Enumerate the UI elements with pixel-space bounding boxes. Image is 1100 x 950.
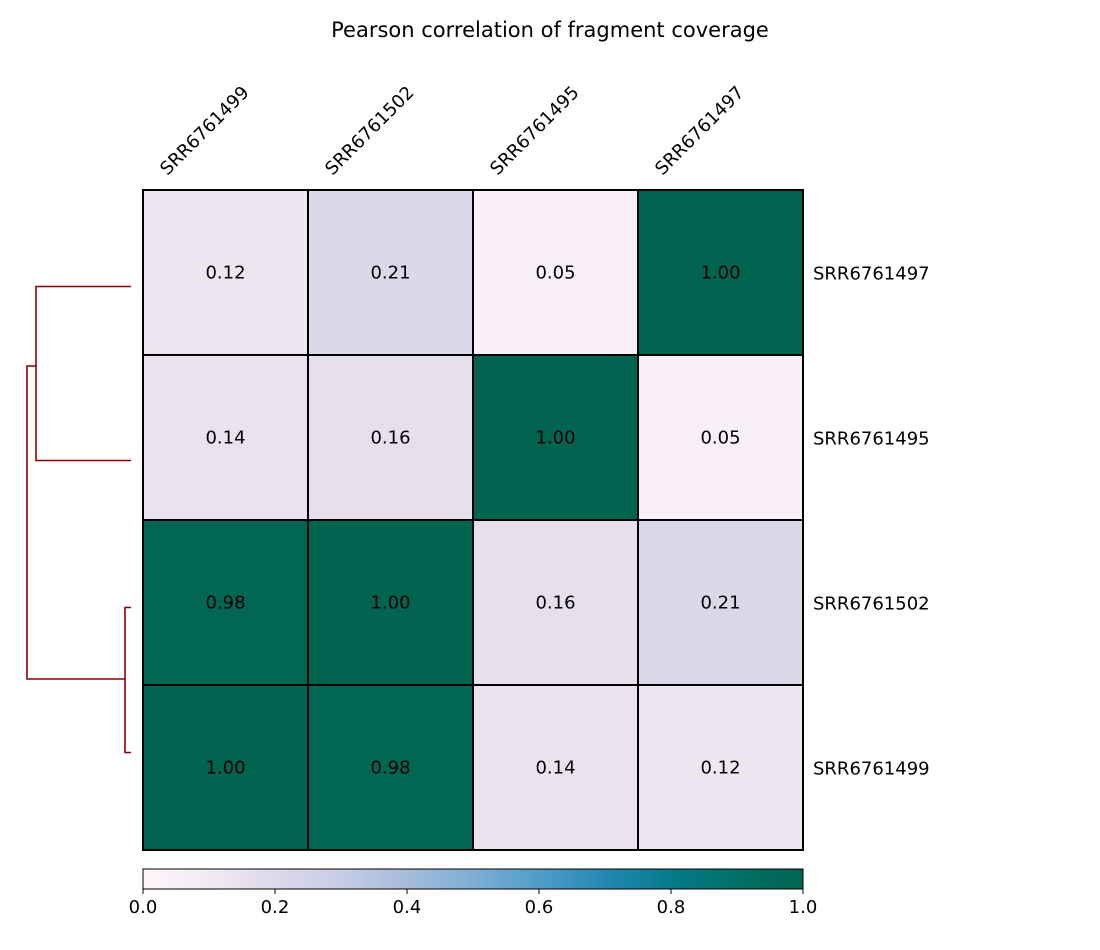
cell-value-label: 1.00	[370, 593, 410, 614]
column-labels: SRR6761499 SRR6761502 SRR6761495 SRR6761497	[156, 82, 748, 179]
row-labels: SRR6761497 SRR6761495 SRR6761502 SRR6761499	[813, 264, 930, 780]
heatmap-cell	[307, 354, 474, 521]
cell-value-label: 1.00	[535, 428, 575, 449]
heatmap-value-labels: 0.12 0.21 0.05 1.00 0.14 0.16 1.00 0.05 0.98 1.00…	[205, 263, 740, 779]
row-label: SRR6761499	[813, 759, 930, 780]
colorbar-tick-label: 0.0	[129, 897, 158, 918]
dendrogram-branch-top	[35, 285, 131, 462]
dendrogram-root	[26, 365, 125, 680]
cell-value-label: 0.05	[535, 263, 575, 284]
heatmap-cell	[307, 189, 474, 356]
colorbar-tick-label: 1.0	[789, 897, 818, 918]
heatmap-cell	[637, 519, 804, 686]
cell-value-label: 0.05	[700, 428, 740, 449]
heatmap-cell	[307, 684, 474, 851]
heatmap-cell	[637, 354, 804, 521]
cell-value-label: 0.21	[370, 263, 410, 284]
cell-value-label: 0.16	[535, 593, 575, 614]
heatmap-cell	[637, 189, 804, 356]
colorbar: 0.0 0.2 0.4 0.6 0.8 1.0	[129, 868, 818, 918]
cell-value-label: 1.00	[700, 263, 740, 284]
colorbar-tick-label: 0.6	[525, 897, 554, 918]
colorbar-tick-label: 0.8	[657, 897, 686, 918]
colorbar-tick-label: 0.2	[261, 897, 290, 918]
row-label: SRR6761502	[813, 594, 930, 615]
dendrogram-branch-bottom	[124, 606, 131, 754]
cell-value-label: 0.98	[205, 593, 245, 614]
heatmap-cell	[142, 684, 309, 851]
cell-value-label: 0.14	[535, 758, 575, 779]
column-label: SRR6761502	[321, 82, 418, 179]
column-label: SRR6761499	[156, 82, 253, 179]
heatmap-cell	[472, 189, 639, 356]
chart-title: Pearson correlation of fragment coverage	[331, 18, 769, 42]
colorbar-tick-label: 0.4	[393, 897, 422, 918]
cell-value-label: 0.12	[205, 263, 245, 284]
colorbar-ticks: 0.0 0.2 0.4 0.6 0.8 1.0	[129, 889, 818, 918]
row-label: SRR6761495	[813, 429, 930, 450]
colorbar-gradient	[142, 868, 804, 890]
column-label: SRR6761497	[651, 82, 748, 179]
heatmap-cells	[142, 189, 804, 851]
heatmap-cell	[637, 684, 804, 851]
dendrogram	[26, 285, 131, 754]
heatmap-cell	[307, 519, 474, 686]
column-label: SRR6761495	[486, 82, 583, 179]
cell-value-label: 0.12	[700, 758, 740, 779]
cell-value-label: 0.98	[370, 758, 410, 779]
heatmap-cell	[142, 354, 309, 521]
cell-value-label: 0.16	[370, 428, 410, 449]
cell-value-label: 0.21	[700, 593, 740, 614]
cell-value-label: 1.00	[205, 758, 245, 779]
row-label: SRR6761497	[813, 264, 930, 285]
heatmap-cell	[142, 189, 309, 356]
cell-value-label: 0.14	[205, 428, 245, 449]
